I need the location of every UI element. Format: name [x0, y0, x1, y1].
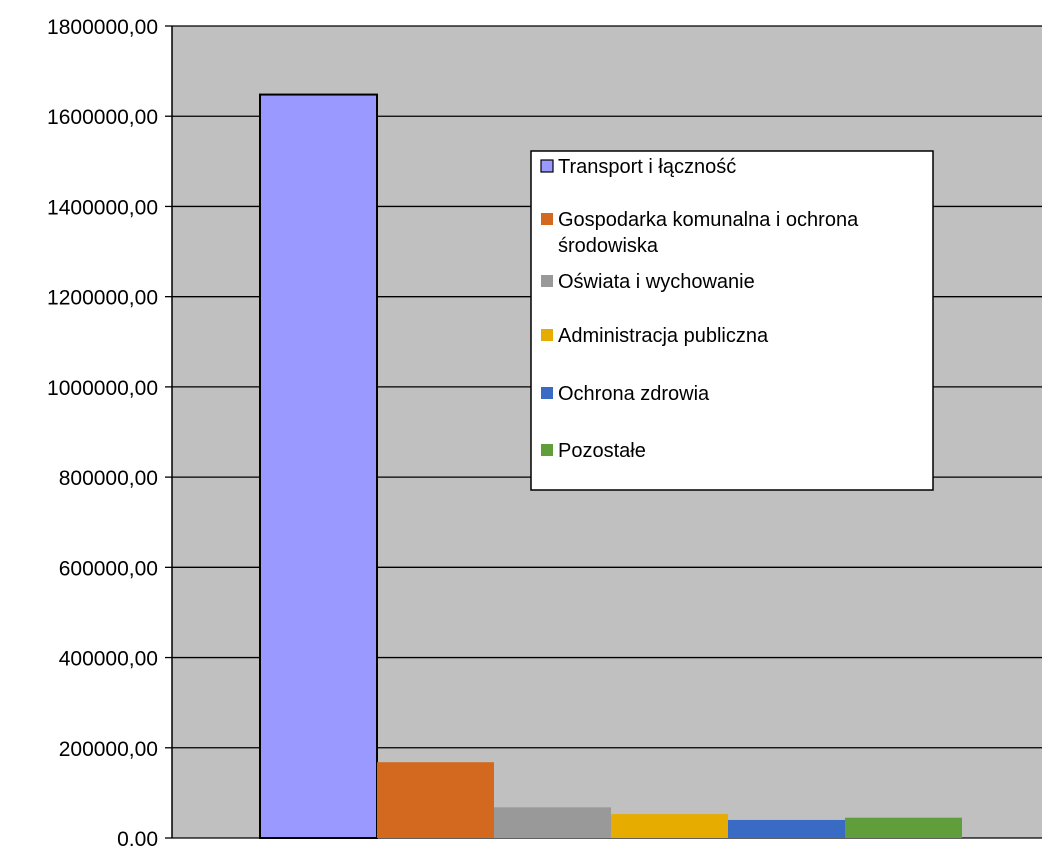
legend-swatch: [541, 275, 553, 287]
bar-6: [845, 817, 962, 838]
y-tick-label: 400000,00: [59, 648, 158, 671]
bar-1: [259, 93, 378, 839]
y-axis-labels: 0,00 200000,00 400000,00 600000,00 800000,00…: [47, 16, 158, 846]
bar-3: [494, 807, 611, 838]
y-tick-label: 1600000,00: [47, 106, 158, 129]
y-tick-label: 1800000,00: [47, 16, 158, 39]
bar-2: [377, 762, 494, 838]
legend-label: Oświata i wychowanie: [558, 271, 755, 293]
y-tick-label: 200000,00: [59, 738, 158, 761]
legend-label: Transport i łączność: [558, 156, 736, 178]
legend-label: środowiska: [558, 235, 659, 257]
legend-swatch: [541, 329, 553, 341]
legend-swatch: [540, 159, 554, 173]
legend-label: Pozostałe: [558, 440, 646, 462]
y-tick-label: 800000,00: [59, 467, 158, 490]
bar-5: [728, 819, 845, 838]
legend-label: Ochrona zdrowia: [558, 383, 710, 405]
legend-box: [530, 150, 934, 491]
y-tick-label: 1400000,00: [47, 196, 158, 219]
bar-4: [611, 814, 728, 838]
y-tick-label: 0,00: [117, 828, 158, 846]
bar-series: [259, 93, 962, 839]
legend-label: Gospodarka komunalna i ochrona: [558, 209, 859, 231]
y-tick-label: 1000000,00: [47, 377, 158, 400]
y-tick-label: 1200000,00: [47, 287, 158, 310]
legend-swatch: [541, 387, 553, 399]
y-tick-label: 600000,00: [59, 557, 158, 580]
legend-swatch: [541, 444, 553, 456]
y-axis-ticks: [165, 25, 172, 839]
legend-swatch: [541, 213, 553, 225]
legend: Transport i łączność Gospodarka komunalna…: [530, 150, 934, 491]
legend-label: Administracja publiczna: [558, 325, 769, 347]
